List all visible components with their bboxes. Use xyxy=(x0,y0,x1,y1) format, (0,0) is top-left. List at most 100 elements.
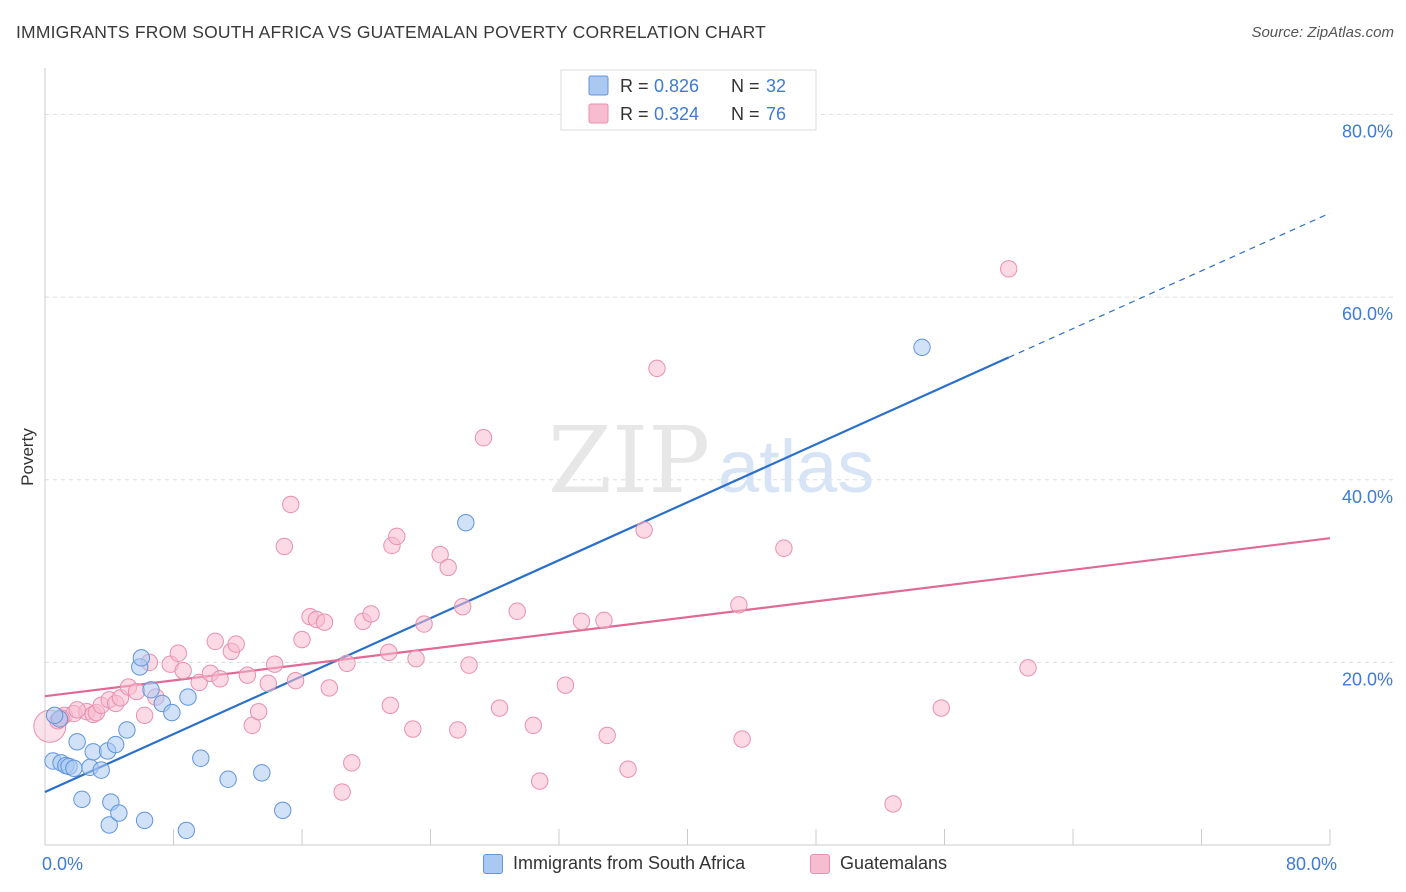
data-point-pink xyxy=(293,630,311,649)
data-point-pink xyxy=(259,674,277,693)
x-tick-label: 80.0% xyxy=(1286,854,1337,874)
legend-stats: R = 0.826 N = 32 R = 0.324 N = 76 xyxy=(560,69,817,131)
data-point-blue xyxy=(177,821,196,840)
y-axis-label: Poverty xyxy=(18,428,37,486)
legend-n-value: 76 xyxy=(766,104,786,124)
watermark-zip: ZIP xyxy=(548,407,710,514)
data-point-pink xyxy=(320,679,339,697)
data-point-pink xyxy=(439,558,457,577)
data-point-pink xyxy=(404,720,422,738)
data-point-pink xyxy=(282,495,300,514)
data-point-pink xyxy=(619,760,637,778)
data-point-pink xyxy=(635,521,653,539)
legend-n-value: 32 xyxy=(766,76,786,96)
y-tick-label: 60.0% xyxy=(1342,304,1393,324)
data-point-blue xyxy=(132,649,151,667)
data-point-pink xyxy=(775,539,793,557)
data-point-blue xyxy=(65,759,83,777)
data-point-pink xyxy=(598,726,616,745)
data-point-pink xyxy=(733,730,751,748)
data-point-pink xyxy=(190,673,208,692)
data-point-pink xyxy=(206,632,224,651)
chart-title: IMMIGRANTS FROM SOUTH AFRICA VS GUATEMAL… xyxy=(16,22,766,42)
data-point-pink xyxy=(169,644,188,662)
data-point-blue xyxy=(100,816,118,834)
data-point-pink xyxy=(211,670,229,688)
data-point-pink xyxy=(315,613,334,631)
axes xyxy=(44,68,1331,846)
data-point-pink xyxy=(407,650,425,668)
data-point-blue xyxy=(73,790,91,809)
data-point-pink xyxy=(431,545,449,564)
trend-line-blue xyxy=(44,356,1010,794)
data-point-pink xyxy=(343,754,361,772)
data-point-pink xyxy=(362,605,380,623)
data-point-blue xyxy=(163,703,181,722)
data-point-pink xyxy=(884,795,902,813)
data-point-pink xyxy=(135,706,154,725)
data-point-pink xyxy=(730,596,748,614)
data-point-pink xyxy=(238,666,257,684)
data-point-blue xyxy=(913,338,931,357)
data-point-pink xyxy=(286,671,305,690)
data-point-pink xyxy=(572,612,591,630)
legend-r-label: R = xyxy=(620,104,654,124)
source-label: Source: ZipAtlas.com xyxy=(1251,24,1394,41)
legend-label: Immigrants from South Africa xyxy=(513,853,746,873)
watermark: ZIP atlas xyxy=(548,407,874,514)
data-point-pink xyxy=(595,611,613,630)
legend-swatch-pink xyxy=(588,103,609,124)
data-point-blue xyxy=(219,770,237,788)
x-tick-label: 0.0% xyxy=(42,854,83,874)
data-point-pink xyxy=(524,716,542,735)
y-tick-label: 40.0% xyxy=(1342,487,1393,507)
data-point-blue xyxy=(84,743,102,761)
legend-n-label: N = xyxy=(731,104,765,124)
data-point-pink xyxy=(556,676,575,694)
legend-r-value: 0.826 xyxy=(654,76,699,96)
data-point-pink xyxy=(227,635,245,653)
data-point-pink xyxy=(68,701,86,719)
data-point-blue xyxy=(192,749,210,767)
data-point-pink xyxy=(453,597,472,616)
data-point-pink xyxy=(127,682,146,701)
legend-r-value: 0.324 xyxy=(654,104,699,124)
data-point-pink xyxy=(1000,260,1018,278)
data-point-pink xyxy=(1019,659,1037,677)
data-point-pink xyxy=(508,602,526,620)
data-point-pink xyxy=(333,783,351,801)
data-points xyxy=(33,260,1037,840)
data-point-pink xyxy=(249,702,268,721)
trend-line-pink xyxy=(44,537,1331,698)
legend-swatch-blue xyxy=(588,75,609,96)
data-point-pink xyxy=(380,643,398,662)
data-point-blue xyxy=(274,801,292,820)
data-point-pink xyxy=(531,772,549,790)
data-point-blue xyxy=(45,706,64,725)
legend-swatch-blue xyxy=(483,853,503,874)
data-point-blue xyxy=(179,688,197,706)
data-point-blue xyxy=(68,733,86,751)
grid xyxy=(45,114,1394,663)
legend-r-label: R = xyxy=(620,76,654,96)
watermark-atlas: atlas xyxy=(718,425,874,508)
data-point-pink xyxy=(265,655,284,673)
legend-item-guatemalans[interactable]: Guatemalans xyxy=(810,853,947,874)
tick-labels: 20.0% 40.0% 60.0% 80.0% 0.0% 80.0% xyxy=(42,122,1393,874)
data-point-pink xyxy=(415,615,433,633)
trend-line-extension xyxy=(1008,212,1331,358)
trend-lines xyxy=(44,212,1331,794)
legend-swatch-pink xyxy=(810,853,830,874)
legend-item-south-africa[interactable]: Immigrants from South Africa xyxy=(483,853,745,874)
y-tick-label: 20.0% xyxy=(1342,669,1393,689)
data-point-blue xyxy=(110,804,128,822)
legend-series: Immigrants from South Africa Guatemalans xyxy=(0,850,1406,880)
data-point-pink xyxy=(381,696,400,714)
data-point-pink xyxy=(932,699,950,717)
data-point-pink xyxy=(449,721,467,739)
legend-n-label: N = xyxy=(731,76,765,96)
y-tick-label: 80.0% xyxy=(1342,122,1393,142)
data-point-pink xyxy=(388,527,406,546)
data-point-blue xyxy=(457,513,475,532)
data-point-pink xyxy=(648,359,666,378)
